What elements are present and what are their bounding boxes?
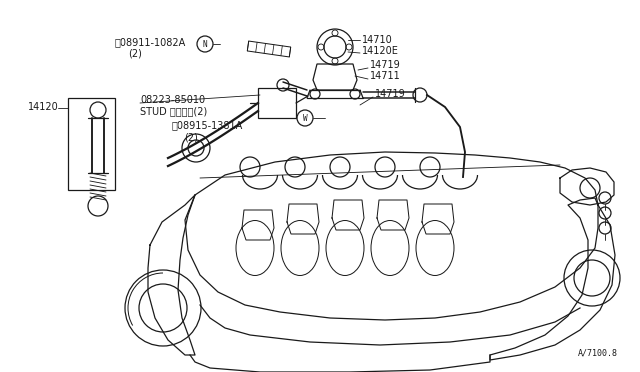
Text: (2): (2) [128, 48, 142, 58]
Text: 14719: 14719 [375, 89, 406, 99]
Text: ⓖ08915-1381A: ⓖ08915-1381A [172, 120, 243, 130]
Text: N: N [203, 39, 207, 48]
Text: 14120E: 14120E [362, 46, 399, 56]
Text: W: W [303, 113, 307, 122]
Text: STUD スタッド(2): STUD スタッド(2) [140, 106, 207, 116]
Text: (2): (2) [184, 132, 198, 142]
Text: 14120: 14120 [28, 102, 59, 112]
Text: A/7100.8: A/7100.8 [578, 349, 618, 358]
Text: ⓝ08911-1082A: ⓝ08911-1082A [115, 37, 186, 47]
Text: 08223-85010: 08223-85010 [140, 95, 205, 105]
Text: 14719: 14719 [370, 60, 401, 70]
Text: 14710: 14710 [362, 35, 393, 45]
Text: 14711: 14711 [370, 71, 401, 81]
